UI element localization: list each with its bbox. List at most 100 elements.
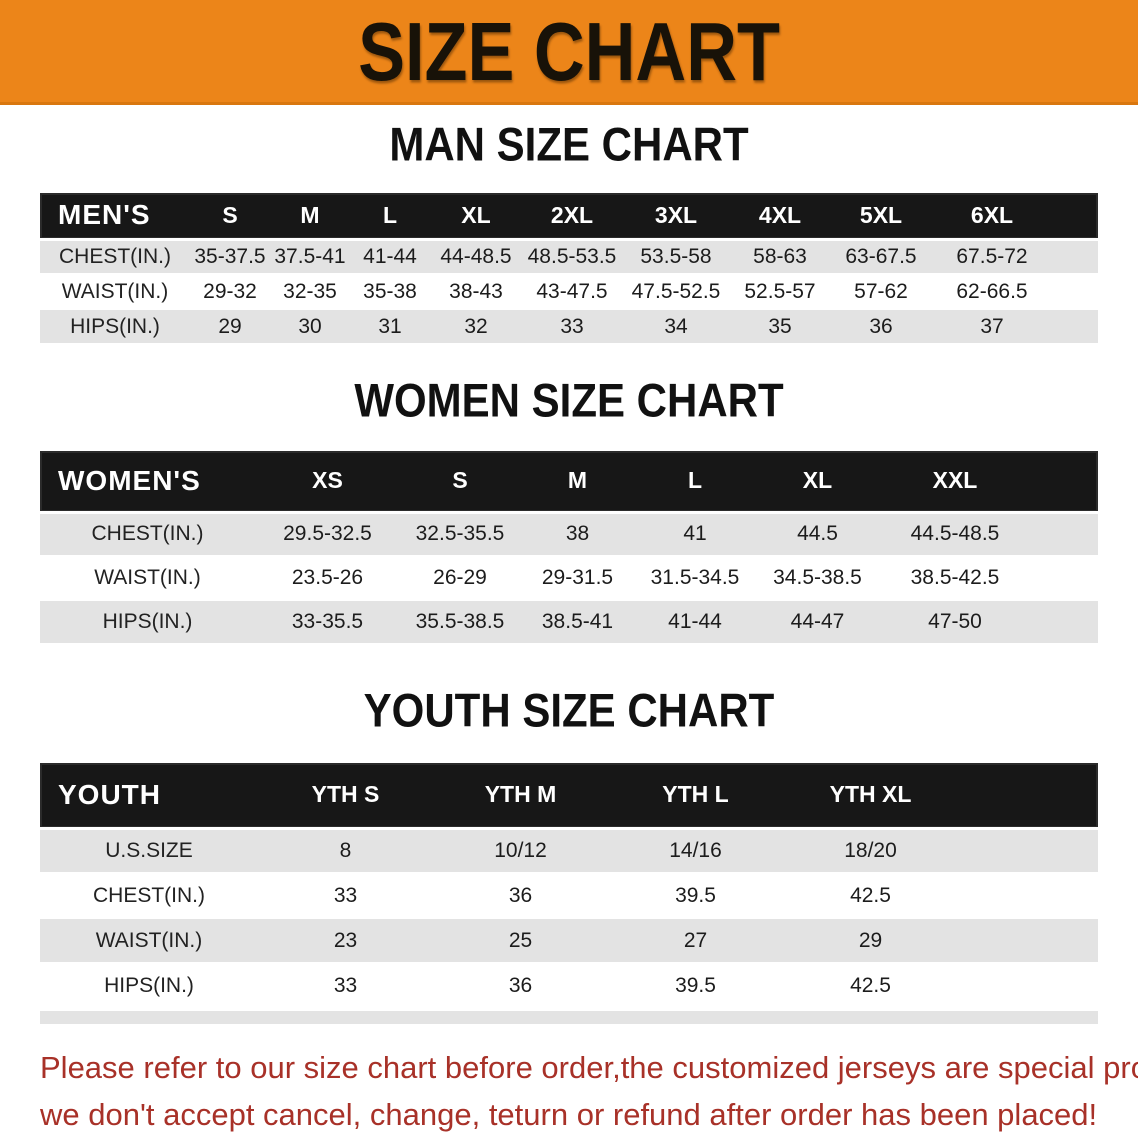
size-value: 53.5-58 — [640, 244, 712, 268]
row-label: CHEST(IN.) — [59, 244, 171, 268]
measurement-row: CHEST(IN.) 35-37.5 37.5-41 41-44 44-48.5 48.5… — [40, 239, 1098, 274]
size-value: 37 — [980, 314, 1004, 338]
men-section-heading: MAN SIZE CHART — [389, 118, 749, 171]
size-value: 33 — [333, 883, 358, 907]
row-label: HIPS(IN.) — [104, 973, 194, 997]
filler-cell — [958, 963, 1098, 1008]
measurement-row: WAIST(IN.) 23 25 27 29 — [40, 918, 1098, 963]
size-value: 29-31.5 — [541, 566, 614, 589]
banner-title: SIZE CHART — [358, 4, 780, 98]
youth-header-row: YOUTH YTH S YTH M YTH L YTH XL — [40, 763, 1098, 828]
filler-cell — [1030, 556, 1098, 600]
measurement-row: CHEST(IN.) 29.5-32.5 32.5-35.5 38 41 44.5 44.5… — [40, 512, 1098, 556]
size-value: 41-44 — [363, 244, 417, 268]
size-value: 32 — [464, 314, 488, 338]
size-value: 58-63 — [753, 244, 807, 268]
filler-cell — [958, 828, 1098, 873]
size-value: 29 — [218, 314, 242, 338]
size-value: 48.5-53.5 — [527, 244, 617, 268]
size-column-header: YTH XL — [829, 781, 912, 808]
filler-cell — [958, 873, 1098, 918]
size-value: 44.5-48.5 — [910, 522, 1000, 546]
size-value: 67.5-72 — [956, 244, 1028, 268]
size-value: 30 — [298, 314, 322, 338]
size-value: 29.5-32.5 — [283, 522, 372, 546]
measurement-row: WAIST(IN.) 23.5-26 26-29 29-31.5 31.5-34.5 34… — [40, 556, 1098, 600]
size-column-header: L — [687, 467, 703, 494]
size-value: 47.5-52.5 — [631, 279, 721, 303]
size-value: 26-29 — [433, 566, 487, 589]
row-label: WAIST(IN.) — [61, 279, 169, 303]
table-title: WOMEN'S — [58, 464, 201, 496]
measurement-row: HIPS(IN.) 33-35.5 35.5-38.5 38.5-41 41-44 44-… — [40, 600, 1098, 644]
row-label: CHEST(IN.) — [91, 522, 204, 546]
size-value: 10/12 — [494, 838, 547, 862]
table-title: MEN'S — [58, 199, 151, 231]
measurement-row: HIPS(IN.) 29 30 31 32 33 34 35 36 37 — [40, 309, 1098, 344]
size-value: 36 — [508, 973, 533, 997]
size-value: 25 — [508, 928, 533, 952]
size-value: 36 — [508, 883, 533, 907]
size-column-header: 6XL — [970, 201, 1014, 228]
mens-header-row: MEN'S S M L XL 2XL 3XL 4XL 5XL 6XL — [40, 193, 1098, 239]
filler-cell — [1052, 309, 1098, 344]
size-value: 38.5-41 — [541, 610, 614, 633]
filler-cell — [958, 763, 1098, 828]
size-value: 34.5-38.5 — [773, 566, 862, 589]
size-value: 34 — [664, 314, 688, 338]
size-value: 41-44 — [668, 610, 722, 633]
size-column-header: YTH M — [484, 781, 557, 808]
measurement-row: U.S.SIZE 8 10/12 14/16 18/20 — [40, 828, 1098, 873]
disclaimer-line-1: Please refer to our size chart before or… — [40, 1050, 1138, 1085]
size-column-header: XL — [461, 201, 491, 228]
size-column-header: YTH S — [311, 781, 380, 808]
size-value: 35.5-38.5 — [415, 610, 505, 633]
measurement-row: HIPS(IN.) 33 36 39.5 42.5 — [40, 963, 1098, 1008]
size-value: 14/16 — [669, 838, 722, 862]
filler-cell — [1030, 600, 1098, 644]
size-value: 32.5-35.5 — [415, 522, 505, 546]
size-value: 39.5 — [675, 973, 716, 997]
size-value: 52.5-57 — [744, 279, 816, 303]
size-value: 23.5-26 — [291, 566, 364, 589]
filler-cell — [1030, 451, 1098, 512]
row-label: U.S.SIZE — [105, 838, 193, 862]
size-value: 42.5 — [850, 883, 891, 907]
size-value: 33 — [333, 973, 358, 997]
size-value: 43-47.5 — [536, 279, 608, 303]
filler-cell — [1052, 193, 1098, 239]
size-value: 35-38 — [363, 279, 417, 303]
size-value: 44-47 — [790, 610, 845, 633]
measurement-row: WAIST(IN.) 29-32 32-35 35-38 38-43 43-47.5 47.… — [40, 274, 1098, 309]
size-value: 44-48.5 — [440, 244, 512, 268]
size-value: 32-35 — [283, 279, 337, 303]
youth-section-heading-wrap: YOUTH SIZE CHART — [0, 684, 1138, 737]
size-value: 33-35.5 — [291, 610, 364, 633]
size-value: 23 — [333, 928, 358, 952]
youth-section-heading: YOUTH SIZE CHART — [363, 684, 775, 737]
mens-size-table: MEN'S S M L XL 2XL 3XL 4XL 5XL 6XL CHEST(IN.) 35-3… — [40, 193, 1098, 345]
size-value: 63-67.5 — [845, 244, 917, 268]
size-value: 31.5-34.5 — [650, 566, 740, 589]
size-column-header: XXL — [932, 467, 978, 494]
youth-table-bottom-strip — [40, 1011, 1098, 1024]
size-column-header: YTH L — [662, 781, 729, 808]
size-value: 27 — [683, 928, 708, 952]
size-value: 29 — [858, 928, 883, 952]
size-column-header: S — [452, 467, 468, 494]
disclaimer-line-2: we don't accept cancel, change, teturn o… — [40, 1097, 1098, 1133]
row-label: CHEST(IN.) — [93, 883, 205, 907]
size-value: 44.5 — [797, 522, 838, 546]
size-column-header: L — [382, 201, 398, 228]
row-label: WAIST(IN.) — [95, 928, 203, 952]
filler-cell — [1030, 512, 1098, 556]
size-value: 8 — [339, 838, 352, 862]
size-value: 37.5-41 — [274, 244, 346, 268]
size-column-header: XS — [312, 467, 343, 494]
size-column-header: S — [222, 201, 238, 228]
size-value: 18/20 — [844, 838, 897, 862]
disclaimer-note: Please refer to our size chart before or… — [40, 1044, 1138, 1138]
size-value: 57-62 — [854, 279, 908, 303]
row-label: HIPS(IN.) — [102, 610, 193, 633]
measurement-row: CHEST(IN.) 33 36 39.5 42.5 — [40, 873, 1098, 918]
